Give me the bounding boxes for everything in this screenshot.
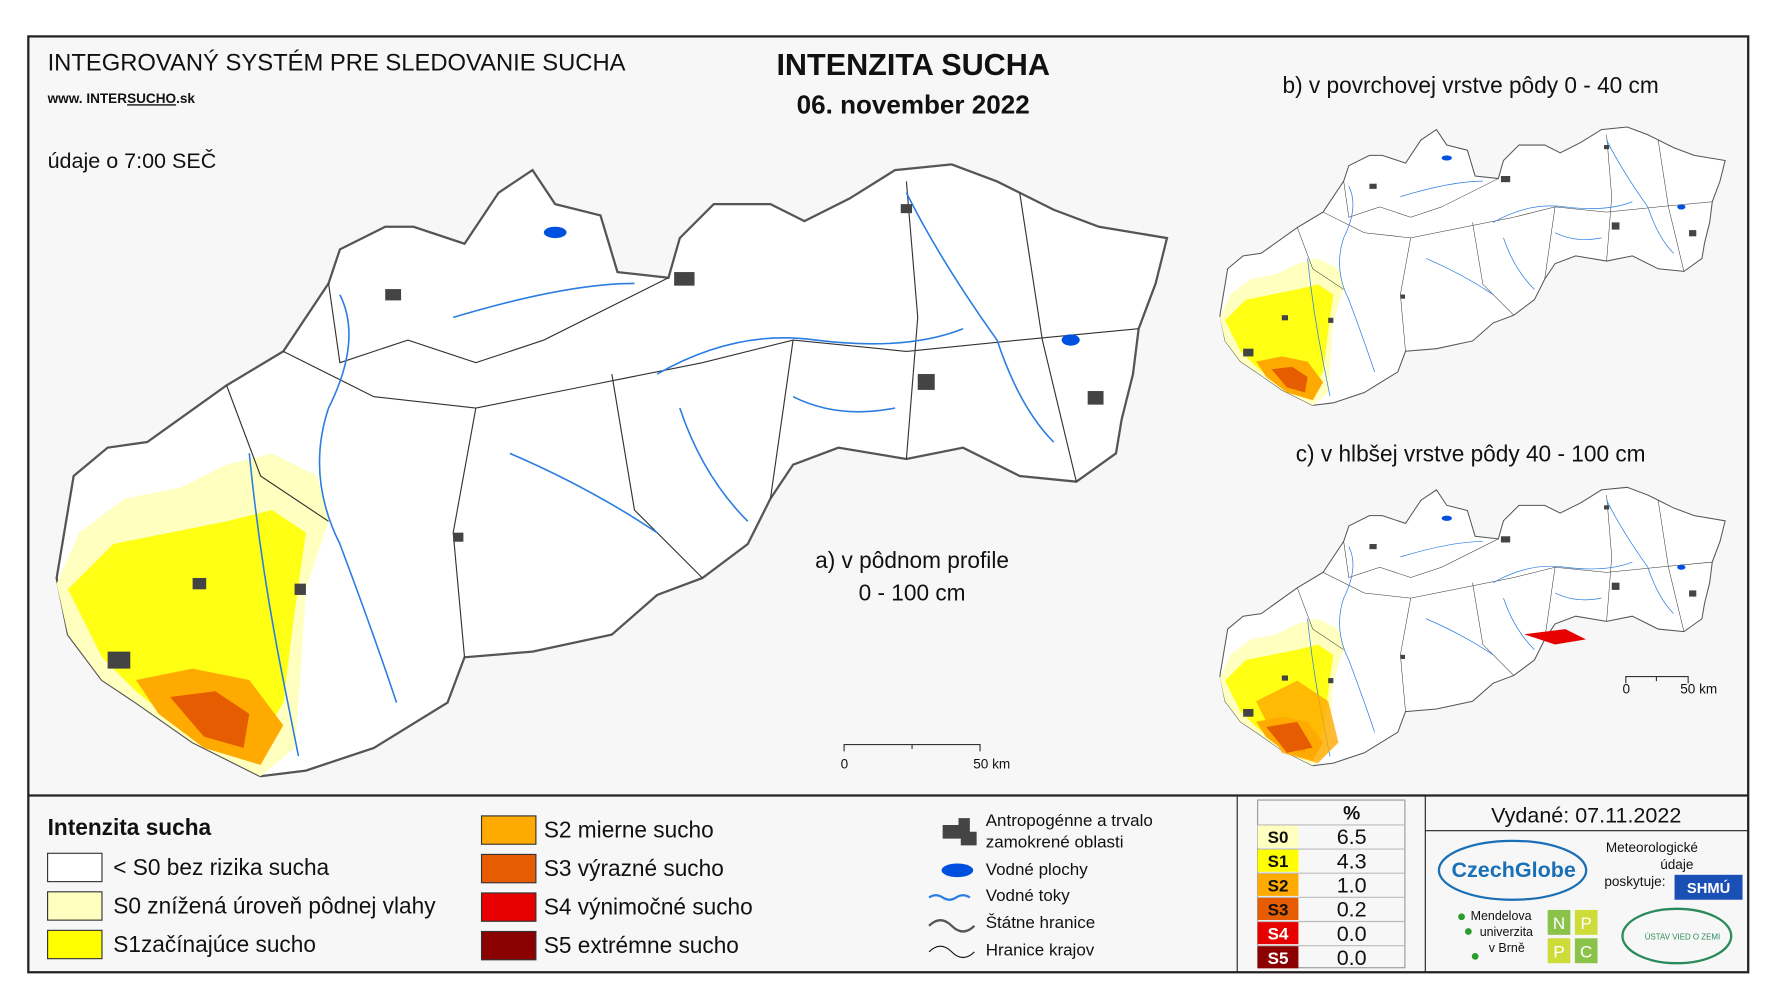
- logo-meteo: údaje: [1660, 857, 1693, 872]
- logo-ustav: ÚSTAV VIED O ZEMI: [1645, 932, 1720, 941]
- website: www. INTERSUCHO.sk: [47, 91, 196, 106]
- stats-value: 1.0: [1337, 873, 1367, 897]
- logos: CzechGlobe Meteorologické údaje poskytuj…: [1437, 839, 1743, 965]
- scale-fifty: 50 km: [973, 756, 1010, 771]
- legend-label: < S0 bez rizika sucha: [113, 854, 329, 880]
- scale-fifty: 50 km: [1680, 682, 1717, 697]
- legend-label: S1začínajúce sucho: [113, 931, 316, 957]
- stats-value: 0.0: [1337, 922, 1367, 946]
- stats-value: 0.2: [1337, 898, 1367, 922]
- stats-swatch: [1257, 921, 1299, 945]
- legend-swatch: [47, 929, 103, 960]
- legend-label: S2 mierne sucho: [544, 816, 714, 842]
- website-part: SUCHO: [127, 91, 176, 106]
- website-part: www.: [47, 91, 83, 106]
- stats-code: S0: [1268, 828, 1289, 847]
- issued: Vydané: 07.11.2022: [1491, 804, 1681, 828]
- legend-label: S0 znížená úroveň pôdnej vlahy: [113, 892, 436, 918]
- layer-label: Štátne hranice: [986, 913, 1096, 932]
- logo-mendel: univerzita: [1480, 925, 1533, 939]
- stats-value: 6.5: [1337, 825, 1367, 849]
- logo-shmu: SHMÚ: [1687, 879, 1730, 897]
- stats-swatch: [1257, 945, 1299, 969]
- logo-meteo: Meteorologické: [1606, 840, 1698, 855]
- legend: < S0 bez rizika sucha S0 znížená úroveň p…: [47, 815, 753, 961]
- logo-npc: P: [1553, 943, 1564, 962]
- legend-swatch: [480, 892, 537, 922]
- layer-label: Antropogénne a trvalo: [986, 811, 1153, 830]
- logo-czechglobe: CzechGlobe: [1452, 858, 1576, 882]
- map-a-depth: 0 - 100 cm: [859, 580, 966, 606]
- stats-swatch: [1257, 849, 1299, 872]
- scale-zero: 0: [1622, 682, 1630, 697]
- logo-npc: N: [1553, 914, 1565, 933]
- layer-label: Vodné plochy: [986, 860, 1088, 879]
- stats-code: S4: [1268, 925, 1289, 944]
- legend-title: Intenzita sucha: [48, 814, 212, 840]
- stats-code: S1: [1268, 852, 1289, 871]
- stats-code: S5: [1268, 949, 1289, 968]
- stats-value: 0.0: [1337, 946, 1367, 970]
- scale-zero: 0: [841, 756, 849, 771]
- stats-value: 4.3: [1337, 849, 1367, 873]
- map-a-label: a) v pôdnom profile: [815, 547, 1009, 573]
- layer-label: Vodné toky: [986, 886, 1071, 905]
- stats-swatch: [1257, 824, 1299, 848]
- system-title: INTEGROVANÝ SYSTÉM PRE SLEDOVANIE SUCHA: [48, 49, 626, 76]
- legend-swatch: [480, 815, 537, 845]
- stats-code: S3: [1268, 900, 1289, 919]
- logo-npc: P: [1581, 914, 1592, 933]
- map-c-label: c) v hlbšej vrstve pôdy 40 - 100 cm: [1296, 440, 1646, 466]
- logo-meteo: poskytuje:: [1604, 874, 1665, 889]
- layer-label: Hranice krajov: [986, 940, 1095, 959]
- scale-bar: [843, 675, 1689, 752]
- stats-swatch: [1257, 873, 1299, 896]
- legend-label: S4 výnimočné sucho: [544, 893, 753, 919]
- legend-swatch: [47, 852, 103, 883]
- stats-code: S2: [1268, 876, 1289, 895]
- layer-label: zamokrené oblasti: [986, 833, 1124, 852]
- map-c: [1219, 486, 1726, 767]
- stats-swatch: [1257, 897, 1299, 921]
- legend-swatch: [480, 930, 537, 961]
- logo-mendel: Mendelova: [1471, 909, 1532, 923]
- date: 06. november 2022: [797, 89, 1030, 119]
- website-part: .sk: [176, 91, 195, 106]
- data-time: údaje o 7:00 SEČ: [48, 148, 217, 173]
- logo-npc: C: [1580, 943, 1592, 962]
- legend-label: S3 výrazné sucho: [544, 855, 724, 881]
- stats-table: % S0 6.5 S1 4.3 S2 1.0 S3 0.2 S4 0.0 S5 0.0: [1257, 799, 1406, 970]
- legend-swatch: [480, 853, 537, 884]
- layer-legend: Antropogénne a trvalo zamokrené oblasti Vo…: [928, 811, 1153, 959]
- main-title: INTENZITA SUCHA: [776, 48, 1050, 82]
- logo-mendel: v Brně: [1489, 941, 1525, 955]
- stats-header: %: [1343, 803, 1360, 824]
- map-b-label: b) v povrchovej vrstve pôdy 0 - 40 cm: [1282, 72, 1658, 98]
- legend-label: S5 extrémne sucho: [544, 932, 739, 958]
- website-part: INTER: [86, 91, 127, 106]
- legend-swatch: [47, 891, 103, 921]
